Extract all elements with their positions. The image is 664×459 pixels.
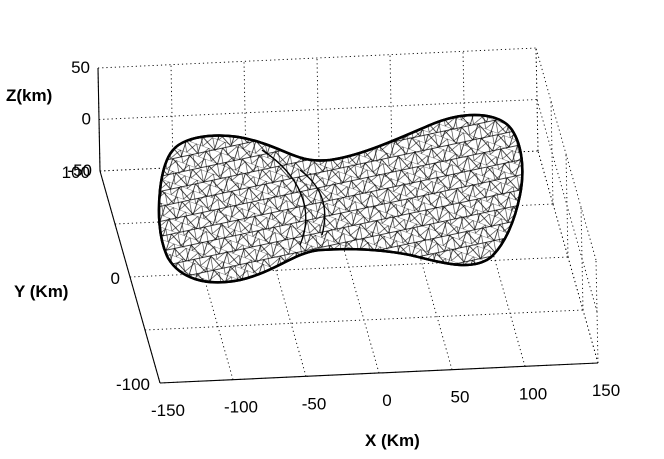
y-tick-label: 0 bbox=[111, 269, 120, 288]
x-axis-line bbox=[159, 362, 599, 384]
z-tick-label: 0 bbox=[82, 110, 91, 129]
mesh-neck-shading bbox=[261, 149, 326, 246]
back-wall-grid-line bbox=[98, 99, 538, 120]
x-tick-label: -50 bbox=[302, 394, 327, 413]
y-tick-label: 100 bbox=[62, 163, 90, 182]
z-axis-line bbox=[97, 67, 101, 172]
floor-grid-line bbox=[391, 157, 453, 370]
y-axis-label: Y (Km) bbox=[14, 282, 68, 301]
x-tick-label: 50 bbox=[451, 388, 470, 407]
x-tick-label: -150 bbox=[151, 401, 185, 420]
y-axis-line bbox=[99, 170, 161, 384]
side-wall-grid-line bbox=[535, 47, 597, 261]
x-tick-label: 150 bbox=[592, 381, 620, 400]
side-wall-grid-line bbox=[537, 150, 599, 364]
x-tick-label: 0 bbox=[382, 391, 391, 410]
side-wall-grid-line bbox=[535, 47, 539, 152]
back-wall-grid-line bbox=[97, 47, 537, 69]
z-tick-label: -50 bbox=[67, 161, 92, 180]
z-axis-label: Z(km) bbox=[6, 86, 52, 105]
floor-grid-line bbox=[245, 164, 307, 377]
y-tick-label: -100 bbox=[116, 375, 150, 394]
axes bbox=[97, 67, 599, 384]
floor-grid-line bbox=[129, 256, 569, 278]
side-wall-grid-line bbox=[550, 100, 554, 205]
mesh-surface bbox=[157, 113, 524, 284]
mesh-triangles-overlay bbox=[157, 113, 524, 284]
x-tick-label: 100 bbox=[519, 384, 547, 403]
z-tick-label: 50 bbox=[71, 58, 90, 77]
floor-grid-line bbox=[144, 309, 584, 331]
side-wall-grid-line bbox=[536, 99, 598, 312]
x-tick-label: -100 bbox=[224, 398, 258, 417]
x-axis-label: X (Km) bbox=[365, 431, 420, 450]
floor-grid-line bbox=[464, 154, 526, 367]
